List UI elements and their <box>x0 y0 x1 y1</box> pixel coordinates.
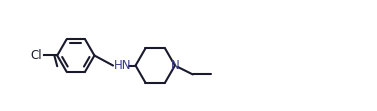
Text: Cl: Cl <box>31 49 42 62</box>
Text: HN: HN <box>114 59 132 72</box>
Text: N: N <box>170 59 179 72</box>
